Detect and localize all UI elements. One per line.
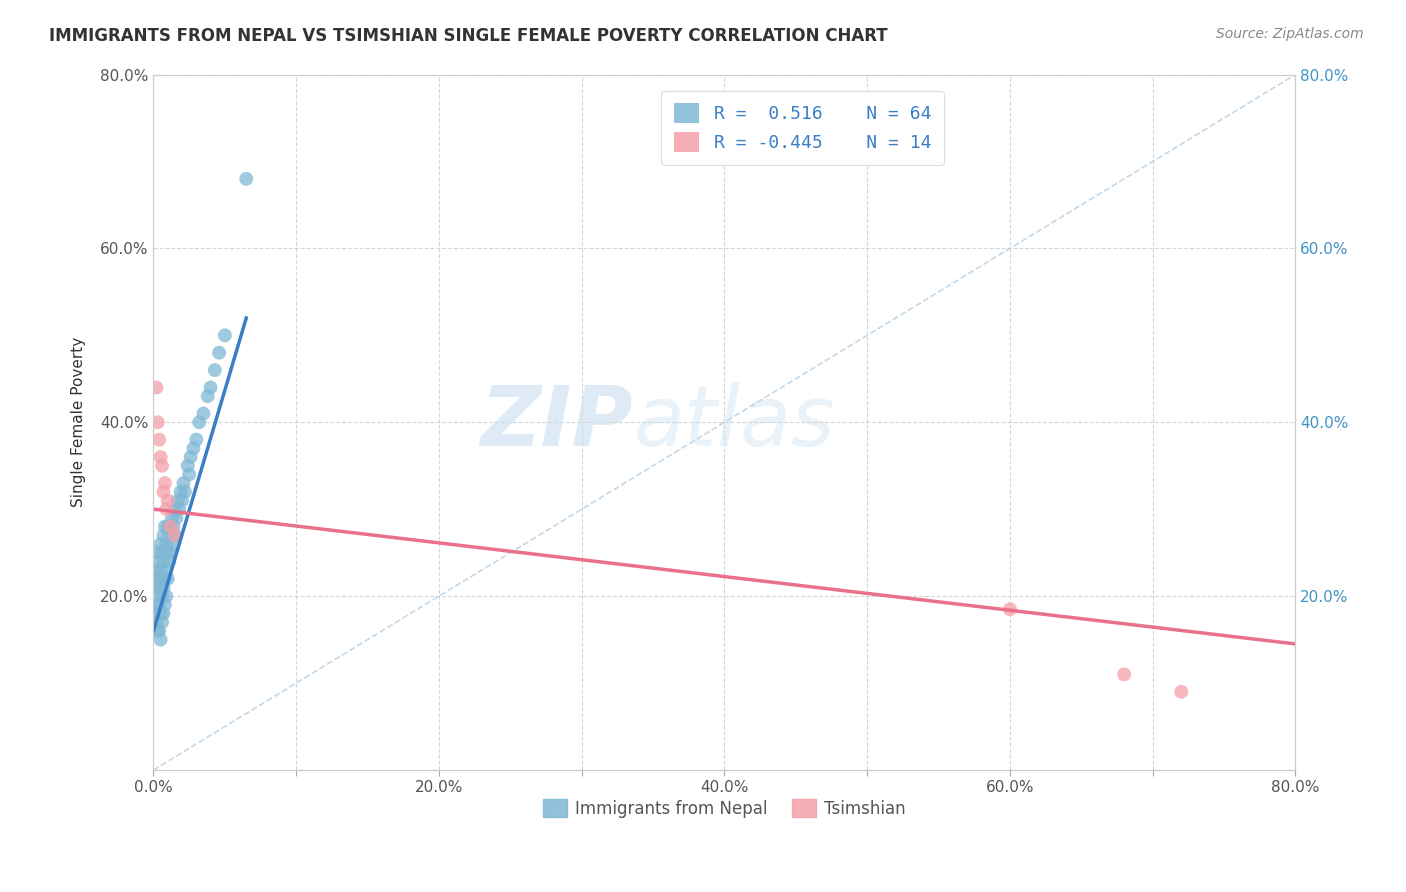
Point (150, 572, 173, 586)
Legend: Immigrants from Nepal, Tsimshian: Immigrants from Nepal, Tsimshian (537, 793, 912, 824)
Point (177, 458, 200, 473)
Point (146, 572, 169, 586)
Point (1170, 685, 1192, 699)
Point (204, 363, 226, 377)
Point (146, 598, 169, 612)
Point (167, 502, 190, 516)
Point (214, 328, 236, 343)
Point (153, 572, 176, 586)
Point (165, 511, 187, 525)
Point (183, 442, 205, 456)
Point (149, 537, 172, 551)
Text: ZIP: ZIP (481, 382, 633, 463)
Point (208, 345, 231, 359)
Point (152, 554, 174, 568)
Point (152, 484, 174, 499)
Point (169, 484, 191, 499)
Point (143, 607, 166, 621)
Point (186, 433, 208, 447)
Point (146, 415, 169, 429)
Point (145, 615, 167, 630)
Point (156, 546, 179, 560)
Point (160, 537, 183, 551)
Text: IMMIGRANTS FROM NEPAL VS TSIMSHIAN SINGLE FEMALE POVERTY CORRELATION CHART: IMMIGRANTS FROM NEPAL VS TSIMSHIAN SINGL… (49, 27, 887, 45)
Point (152, 607, 174, 621)
Point (157, 554, 180, 568)
Point (153, 519, 176, 533)
Point (149, 581, 172, 595)
Point (146, 624, 169, 638)
Point (155, 502, 177, 516)
Point (155, 589, 177, 603)
Point (150, 615, 173, 630)
Point (180, 450, 202, 464)
Point (188, 415, 211, 429)
Point (149, 607, 172, 621)
Point (166, 493, 188, 508)
Point (155, 563, 177, 577)
Point (148, 624, 170, 638)
Point (174, 484, 197, 499)
Point (200, 380, 222, 394)
Point (150, 458, 173, 473)
Point (193, 407, 215, 421)
Point (197, 389, 219, 403)
Point (160, 511, 183, 525)
Point (145, 563, 167, 577)
Point (179, 467, 201, 482)
Point (153, 598, 176, 612)
Point (152, 581, 174, 595)
Point (145, 380, 167, 394)
Point (157, 528, 180, 542)
Point (162, 519, 184, 533)
Point (150, 589, 173, 603)
Point (159, 519, 181, 533)
Point (163, 502, 186, 516)
Point (143, 581, 166, 595)
Point (156, 493, 179, 508)
Point (150, 546, 173, 560)
Point (148, 433, 170, 447)
Point (148, 554, 170, 568)
Point (148, 598, 170, 612)
Point (159, 546, 181, 560)
Point (148, 572, 170, 586)
Point (170, 493, 193, 508)
Point (149, 563, 172, 577)
Point (153, 476, 176, 491)
Point (156, 519, 179, 533)
Point (172, 476, 194, 491)
Point (149, 632, 172, 647)
Point (163, 528, 186, 542)
Text: Source: ZipAtlas.com: Source: ZipAtlas.com (1216, 27, 1364, 41)
Point (152, 528, 174, 542)
Point (145, 589, 167, 603)
Point (1114, 667, 1136, 681)
Text: atlas: atlas (633, 382, 835, 463)
Point (156, 572, 179, 586)
Point (149, 450, 172, 464)
Point (155, 537, 177, 551)
Point (163, 528, 186, 542)
Point (146, 546, 169, 560)
Y-axis label: Single Female Poverty: Single Female Poverty (72, 337, 86, 508)
Point (159, 519, 181, 533)
Point (235, 171, 257, 186)
Point (998, 602, 1021, 616)
